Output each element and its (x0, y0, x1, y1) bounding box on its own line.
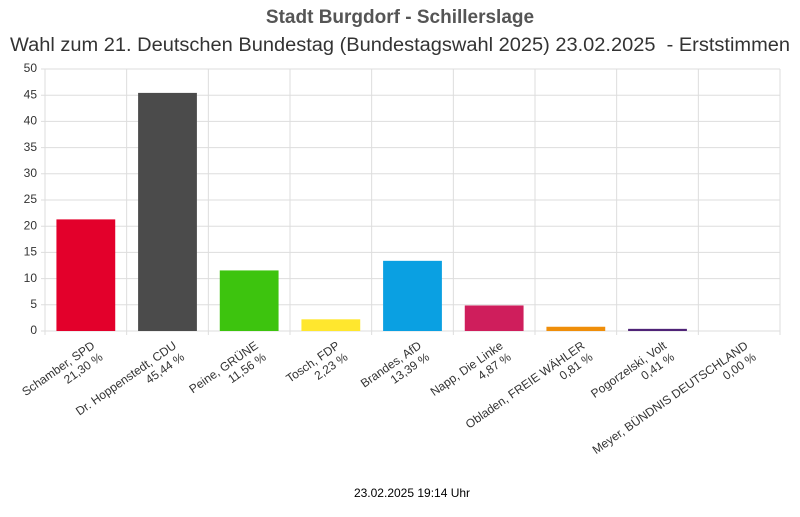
bar (464, 305, 524, 331)
y-tick-label: 45 (24, 87, 38, 101)
y-tick-label: 10 (24, 271, 38, 285)
bar (56, 219, 116, 331)
y-tick-label: 0 (30, 323, 37, 337)
bar (546, 326, 606, 331)
bar (628, 328, 687, 331)
x-tick-label: Brandes, AfD13,39 % (358, 338, 432, 402)
y-tick-label: 5 (30, 297, 37, 311)
y-tick-label: 25 (24, 192, 38, 206)
x-tick-label-group: Peine, GRÜNE11,56 % (187, 338, 269, 407)
chart-subtitle: Wahl zum 21. Deutschen Bundestag (Bundes… (10, 35, 790, 56)
y-tick-label: 15 (24, 245, 38, 259)
x-tick-label-group: Tosch, FDP2,23 % (284, 338, 351, 397)
y-tick-label: 30 (24, 166, 38, 180)
bar (138, 92, 197, 331)
chart-title: Stadt Burgdorf - Schillerslage (266, 7, 534, 28)
bar (383, 260, 442, 331)
x-tick-label-group: Brandes, AfD13,39 % (358, 338, 432, 402)
footer: 23.02.2025 19:14 Uhr (354, 486, 470, 500)
bar (301, 319, 361, 331)
y-tick-label: 40 (24, 114, 38, 128)
y-tick-label: 35 (24, 140, 38, 154)
y-tick-label: 20 (24, 218, 38, 232)
y-tick-label: 50 (24, 61, 38, 75)
x-tick-label: Peine, GRÜNE11,56 % (187, 338, 269, 407)
x-tick-label: Tosch, FDP2,23 % (284, 338, 351, 397)
bar (219, 270, 279, 331)
